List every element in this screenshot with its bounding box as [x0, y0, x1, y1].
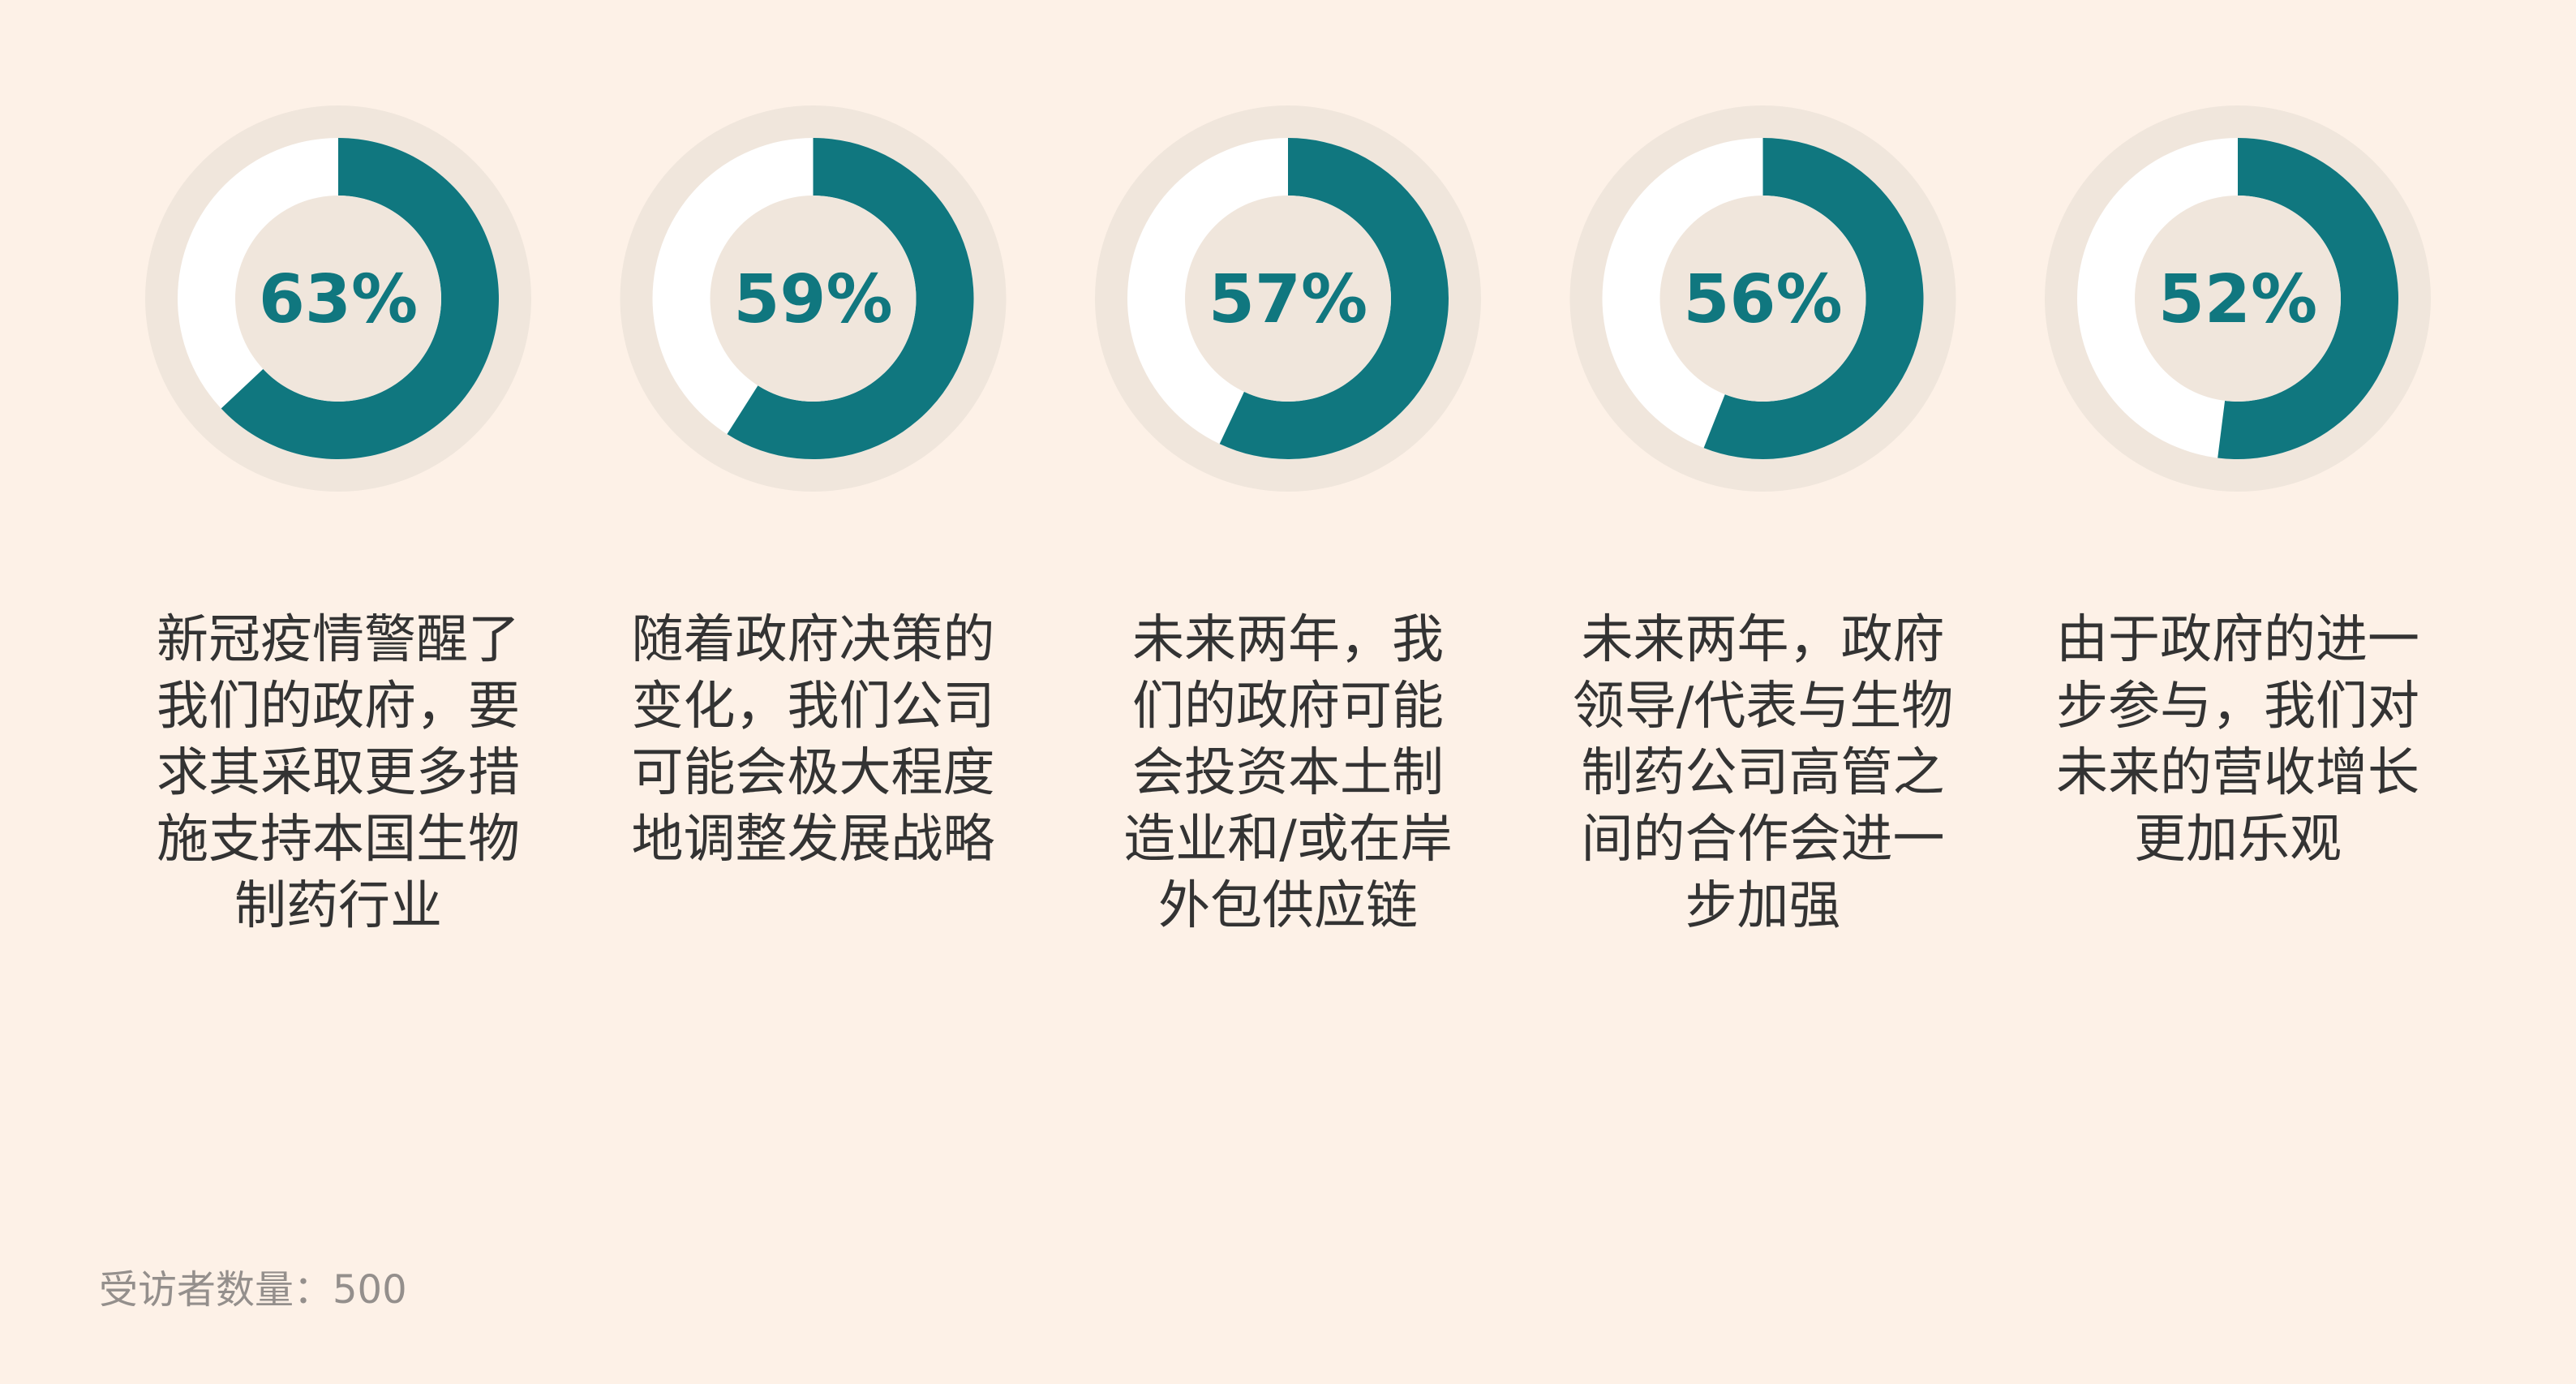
- donut-caption: 未来两年，政府 领导/代表与生物 制药公司高管之 间的合作会进一 步加强: [1572, 610, 1954, 936]
- respondent-count-note: 受访者数量：500: [99, 1267, 407, 1313]
- donut-center: [1185, 196, 1391, 402]
- donut-value-arc: [727, 138, 974, 459]
- donut-value-arc: [1219, 138, 1449, 459]
- donut-caption: 随着政府决策的 变化，我们公司 可能会极大程度 地调整发展战略: [631, 610, 995, 870]
- donut-value-label: 59%: [733, 261, 892, 338]
- donut-value-arc: [2218, 138, 2398, 459]
- donut-value-arc: [1703, 138, 1924, 460]
- donut-caption: 由于政府的进一 步参与，我们对 未来的营收增长 更加乐观: [2056, 610, 2419, 870]
- donut-value-label: 63%: [259, 261, 418, 338]
- donut-value-arc: [221, 138, 500, 459]
- donut-center: [710, 196, 917, 402]
- donut-value-label: 52%: [2158, 261, 2317, 338]
- donut-caption: 新冠疫情警醒了 我们的政府，要 求其采取更多措 施支持本国生物 制药行业: [157, 610, 520, 936]
- donut-center: [2135, 196, 2341, 402]
- donut-value-label: 56%: [1683, 261, 1842, 338]
- donut-center: [235, 196, 441, 402]
- donut-value-label: 57%: [1209, 261, 1367, 338]
- donut-caption: 未来两年，我 们的政府可能 会投资本土制 造业和/或在岸 外包供应链: [1123, 610, 1453, 936]
- donut-center: [1659, 196, 1866, 402]
